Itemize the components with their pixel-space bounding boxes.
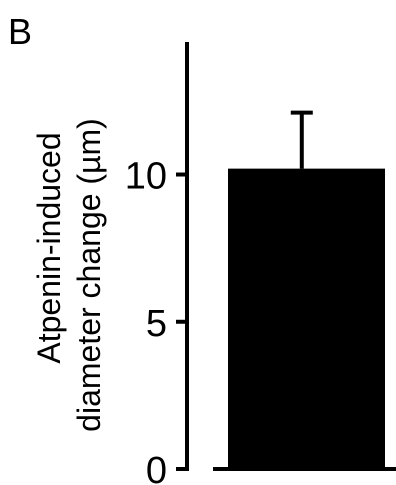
y-tick-label-10: 10 bbox=[125, 156, 167, 198]
y-tick-label-0: 0 bbox=[146, 450, 167, 485]
y-axis-title-line-1: Atpenin-induced bbox=[31, 132, 67, 363]
plot-area: 0 5 10 bbox=[125, 42, 396, 485]
y-axis-title-line-2: diameter change (µm) bbox=[71, 118, 107, 432]
bar-0 bbox=[228, 168, 385, 470]
panel-label: B bbox=[8, 11, 32, 52]
y-axis-title: Atpenin-induced diameter change (µm) bbox=[31, 118, 107, 432]
y-tick-label-5: 5 bbox=[146, 303, 167, 345]
